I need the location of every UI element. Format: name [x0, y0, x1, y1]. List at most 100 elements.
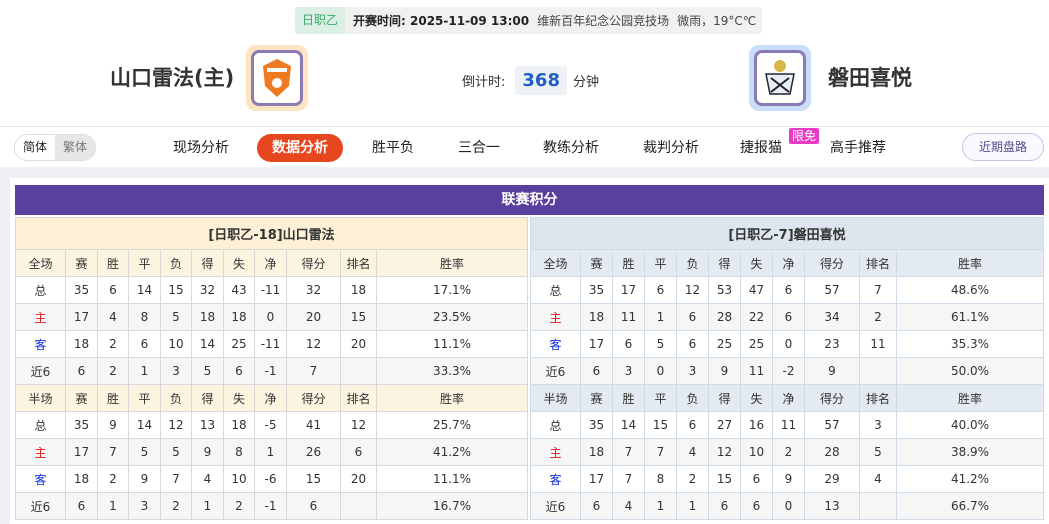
away-standings-table: [日职乙-7]磐田喜悦 全场赛胜平负得失净得分 排名 胜率总 35 17 6 12 53 47 6 5…	[530, 217, 1044, 520]
tab-three-in-one[interactable]: 三合一	[458, 140, 500, 156]
table-cell: 28	[708, 303, 741, 331]
table-cell: 4	[612, 492, 645, 520]
table-cell: 0	[644, 357, 677, 385]
tab-expert-picks[interactable]: 高手推荐	[830, 140, 886, 156]
column-header: 得	[708, 249, 741, 277]
table-cell: -1	[254, 357, 287, 385]
table-cell: 66.7%	[896, 492, 1044, 520]
table-cell: 4	[97, 303, 129, 331]
table-cell: 12	[340, 411, 377, 439]
table-cell: 10	[740, 438, 773, 466]
row-label: 近6	[530, 492, 581, 520]
table-cell: 7	[97, 438, 129, 466]
table-cell: 17	[65, 303, 98, 331]
table-cell: 6	[676, 303, 709, 331]
table-cell: 25	[708, 330, 741, 358]
column-header: 净	[254, 249, 287, 277]
table-row: 主 17 7 5 5 9 8 1 26 6 41.2%	[15, 438, 528, 466]
table-row: 主 18 7 7 4 12 10 2 28 5 38.9%	[530, 438, 1044, 466]
column-header: 得	[191, 249, 224, 277]
table-cell	[340, 357, 377, 385]
table-cell: -6	[254, 465, 287, 493]
tab-1x2[interactable]: 胜平负	[372, 140, 414, 156]
table-cell: 1	[644, 303, 677, 331]
table-cell: 6	[772, 276, 805, 304]
table-cell: 38.9%	[896, 438, 1044, 466]
table-cell: -5	[254, 411, 287, 439]
home-team-logo[interactable]	[246, 45, 308, 111]
column-header: 排名	[859, 384, 897, 412]
table-row: 总 35 17 6 12 53 47 6 57 7 48.6%	[530, 276, 1044, 304]
tab-data-analysis[interactable]: 数据分析	[257, 134, 343, 162]
row-label: 客	[530, 330, 581, 358]
row-label: 客	[15, 330, 66, 358]
table-cell: 47	[740, 276, 773, 304]
table-cell: 15	[708, 465, 741, 493]
table-header-row: 半场赛胜平负得失净得分 排名 胜率	[530, 384, 1044, 412]
table-cell: 25	[223, 330, 255, 358]
table-cell: 11.1%	[376, 465, 528, 493]
table-cell: 6	[772, 303, 805, 331]
table-cell: 15	[160, 276, 192, 304]
away-team-logo[interactable]	[749, 45, 811, 111]
table-cell: 2	[97, 357, 129, 385]
table-row: 主 17 4 8 5 18 18 0 20 15 23.5%	[15, 303, 528, 331]
column-header: 全场	[530, 249, 581, 277]
table-cell: 1	[254, 438, 287, 466]
table-cell	[340, 492, 377, 520]
tab-referee-analysis[interactable]: 裁判分析	[643, 140, 699, 156]
table-cell: 5	[160, 303, 192, 331]
table-row: 客 17 6 5 6 25 25 0 23 11 35.3%	[530, 330, 1044, 358]
table-cell: 5	[128, 438, 161, 466]
lang-traditional[interactable]: 繁体	[55, 135, 95, 160]
column-header: 胜	[97, 249, 129, 277]
table-header-row: 半场赛胜平负得失净得分 排名 胜率	[15, 384, 528, 412]
table-cell: 16	[740, 411, 773, 439]
language-toggle[interactable]: 简体 繁体	[14, 134, 96, 161]
column-header: 失	[740, 249, 773, 277]
table-cell: 11	[772, 411, 805, 439]
column-header: 胜率	[896, 249, 1044, 277]
home-team-name[interactable]: 山口雷法(主)	[110, 66, 235, 90]
column-header: 负	[160, 384, 192, 412]
column-header: 净	[254, 384, 287, 412]
row-label: 主	[15, 438, 66, 466]
table-cell: 1	[191, 492, 224, 520]
table-cell: 6	[740, 492, 773, 520]
column-header: 负	[160, 249, 192, 277]
tab-live-analysis[interactable]: 现场分析	[173, 140, 229, 156]
table-cell: 2	[97, 330, 129, 358]
table-cell: 6	[286, 492, 341, 520]
league-tag[interactable]: 日职乙	[295, 7, 346, 34]
tab-coach-analysis[interactable]: 教练分析	[543, 140, 599, 156]
lang-simplified[interactable]: 简体	[15, 135, 55, 160]
away-team-name[interactable]: 磐田喜悦	[828, 66, 912, 90]
table-cell: 34	[804, 303, 860, 331]
table-row: 近6 6 3 0 3 9 11 -2 9 50.0%	[530, 357, 1044, 385]
table-cell: 40.0%	[896, 411, 1044, 439]
table-cell: 6	[340, 438, 377, 466]
row-label: 近6	[15, 492, 66, 520]
tab-jiebaomao[interactable]: 捷报猫	[740, 140, 782, 156]
table-caption: [日职乙-7]磐田喜悦	[530, 217, 1044, 250]
table-cell: 16.7%	[376, 492, 528, 520]
table-cell: 6	[580, 357, 613, 385]
table-cell: 7	[612, 465, 645, 493]
table-cell: 41	[286, 411, 341, 439]
table-cell: 17	[580, 330, 613, 358]
table-cell: 8	[644, 465, 677, 493]
table-cell: 18	[340, 276, 377, 304]
column-header: 排名	[340, 384, 377, 412]
table-cell: 1	[676, 492, 709, 520]
recent-trend-button[interactable]: 近期盘路	[962, 133, 1044, 161]
home-standings-table: [日职乙-18]山口雷法 全场赛胜平负得失净得分 排名 胜率总 35 6 14 15 32 43-…	[15, 217, 528, 520]
table-row: 客 17 7 8 2 15 6 9 29 4 41.2%	[530, 465, 1044, 493]
kickoff-time: 开赛时间: 2025-11-09 13:00	[353, 14, 530, 28]
row-label: 主	[530, 303, 581, 331]
column-header: 得	[708, 384, 741, 412]
column-header: 净	[772, 384, 805, 412]
table-cell: 48.6%	[896, 276, 1044, 304]
table-cell: 20	[286, 303, 341, 331]
table-cell: 12	[286, 330, 341, 358]
countdown: 倒计时: 368 分钟	[462, 66, 599, 95]
